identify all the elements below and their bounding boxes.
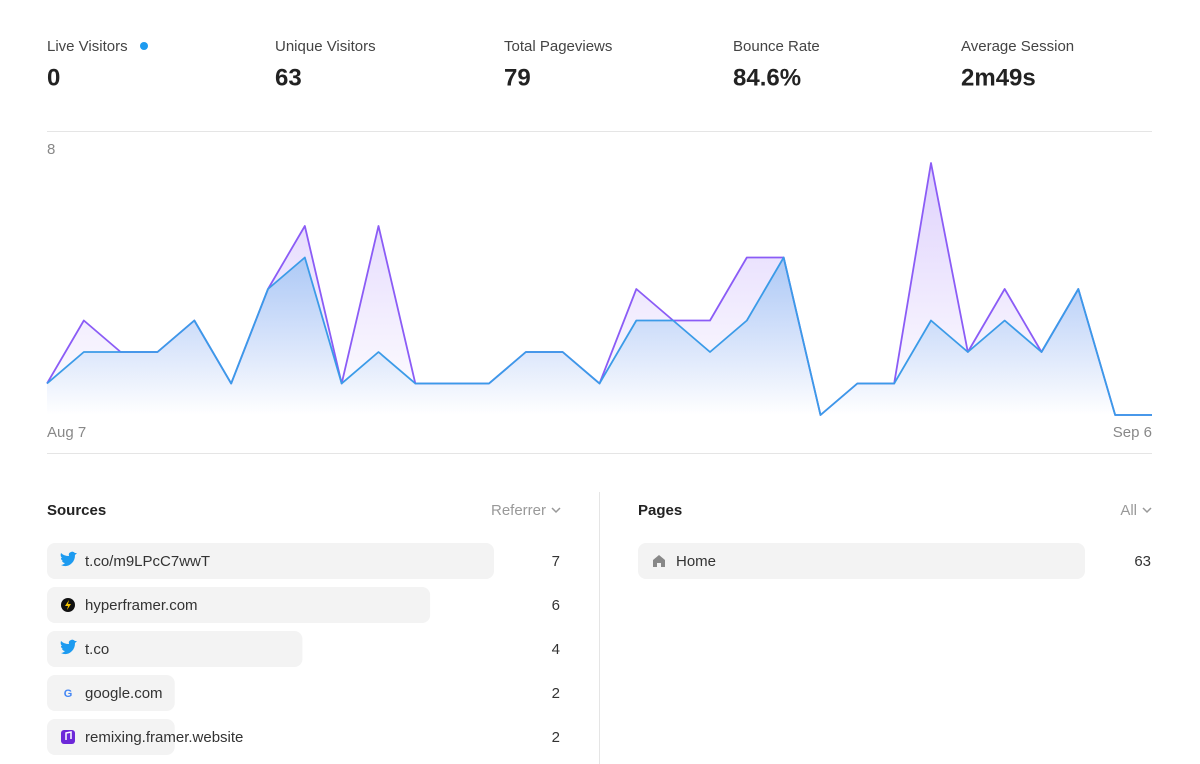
stat-value: 0: [47, 64, 60, 91]
x-tick-label: Sep 6: [1113, 424, 1152, 441]
row-label: Home: [676, 553, 716, 570]
y-tick-label: 8: [47, 141, 55, 158]
bolt: [65, 600, 71, 610]
stat-value: 2m49s: [961, 64, 1036, 91]
row-label: remixing.framer.website: [85, 729, 243, 746]
row-value: 2: [552, 729, 560, 746]
chevron: [1142, 507, 1152, 514]
row-value: 4: [552, 641, 560, 658]
row-label: google.com: [85, 685, 163, 702]
home-icon: [653, 555, 665, 567]
chevron: [551, 507, 561, 514]
row-value: 63: [1134, 553, 1151, 570]
area: [47, 257, 1152, 415]
row-bar: [47, 631, 303, 667]
stat-label: Unique Visitors: [275, 38, 376, 55]
row-bar: [47, 587, 431, 623]
stat-label: Total Pageviews: [504, 38, 612, 55]
stat-label: Bounce Rate: [733, 38, 820, 55]
row-label: t.co/m9LPcC7wwT: [85, 553, 210, 570]
row-value: 2: [552, 685, 560, 702]
row-bar: [638, 543, 1085, 579]
sources-title: Sources: [47, 502, 106, 519]
x-tick-label: Aug 7: [47, 424, 86, 441]
stat-label: Average Session: [961, 38, 1074, 55]
row-bar: [47, 719, 175, 755]
row-value: 6: [552, 597, 560, 614]
stat-value: 63: [275, 64, 302, 91]
sources-filter[interactable]: Referrer: [491, 502, 546, 519]
live-dot: [140, 42, 148, 50]
row-label: t.co: [85, 641, 109, 658]
stat-label: Live Visitors: [47, 38, 128, 55]
stat-value: 79: [504, 64, 531, 91]
twitter-icon: [60, 639, 77, 655]
twitter-icon: [60, 551, 77, 567]
note: [65, 731, 72, 740]
google-icon: G: [64, 688, 73, 700]
pages-filter[interactable]: All: [1120, 502, 1137, 519]
row-label: hyperframer.com: [85, 597, 198, 614]
stat-value: 84.6%: [733, 64, 801, 91]
pages-title: Pages: [638, 502, 682, 519]
row-bar: [47, 543, 494, 579]
line: [46, 256, 1152, 416]
row-bar: [47, 675, 175, 711]
row-value: 7: [552, 553, 560, 570]
